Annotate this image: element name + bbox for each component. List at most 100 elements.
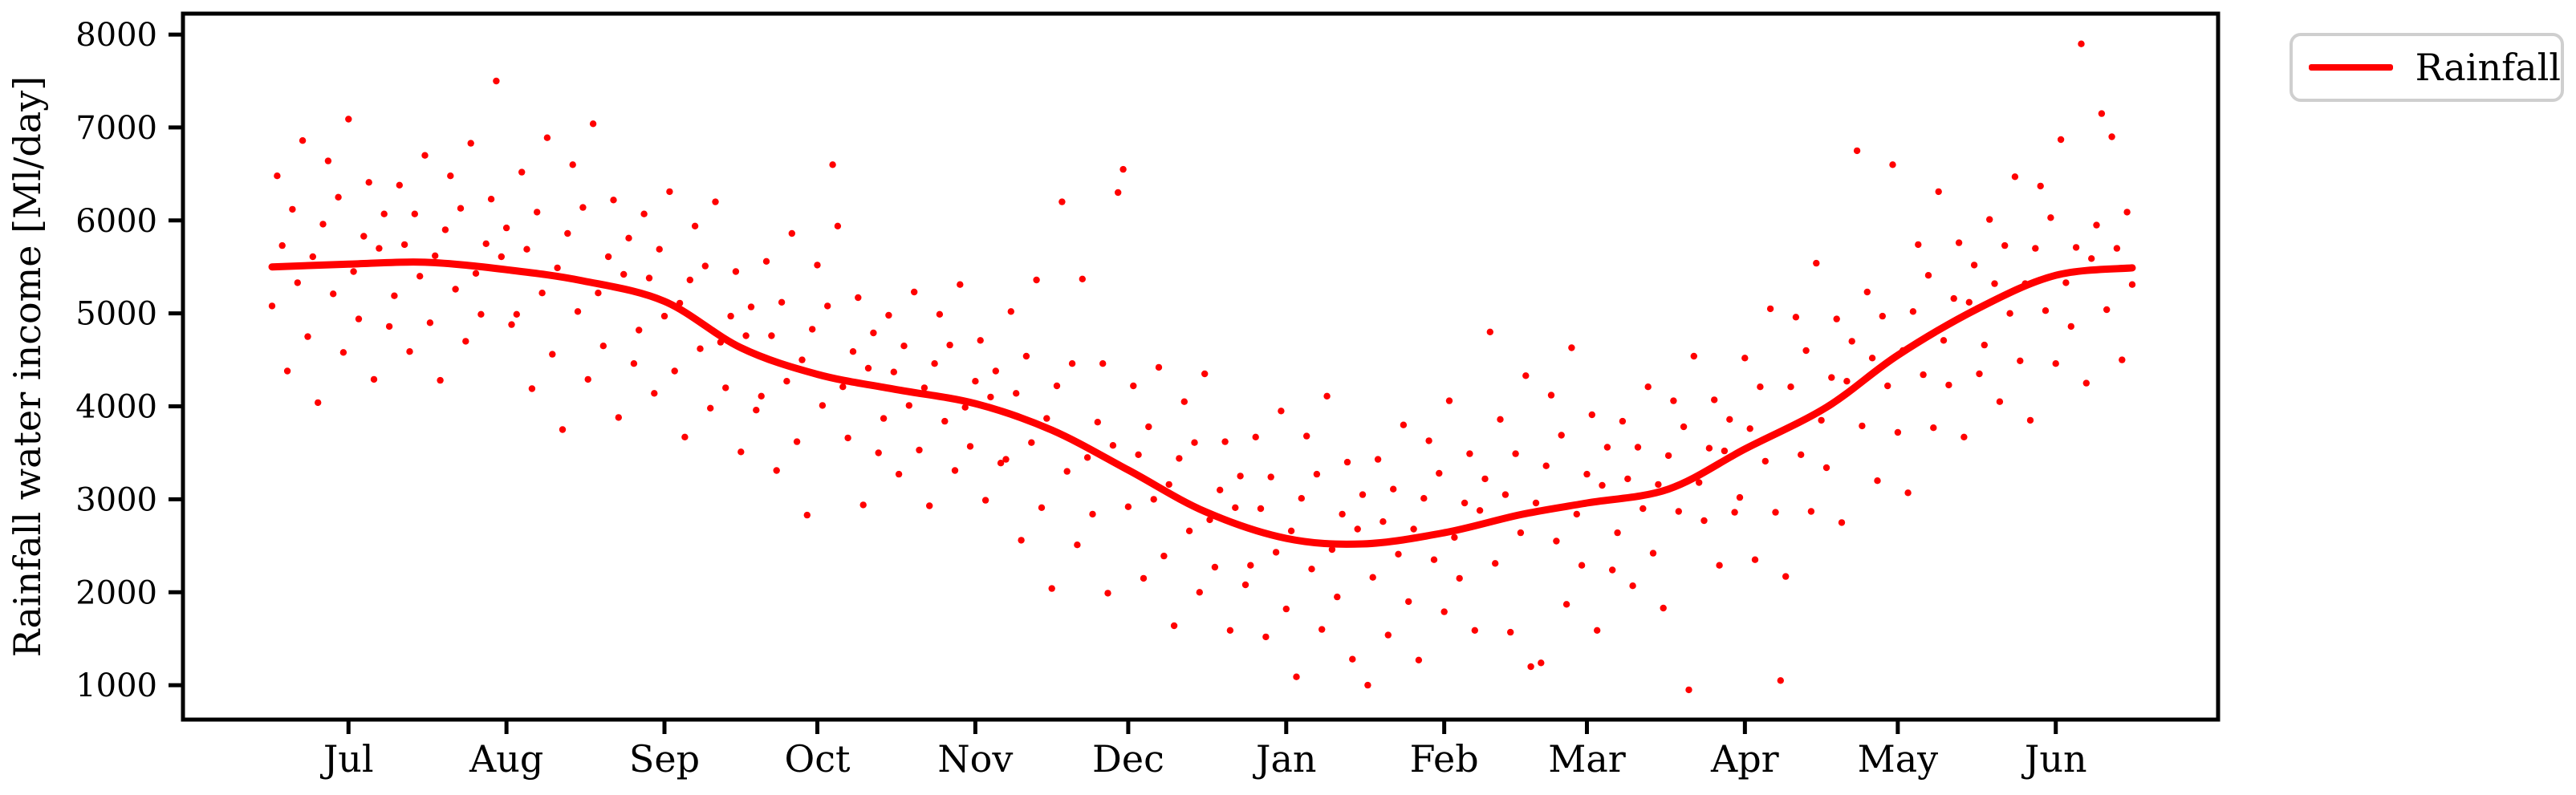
- scatter-point: [880, 415, 888, 422]
- scatter-point: [538, 290, 546, 297]
- scatter-point: [712, 198, 719, 205]
- scatter-point: [1507, 628, 1514, 636]
- scatter-point: [890, 368, 898, 375]
- scatter-point: [1074, 541, 1081, 549]
- scatter-point: [1532, 499, 1540, 507]
- scatter-point: [742, 332, 750, 339]
- scatter-point: [2128, 281, 2136, 288]
- scatter-point: [2062, 279, 2070, 286]
- scatter-point: [1818, 416, 1825, 424]
- scatter-point: [528, 385, 536, 392]
- scatter-point: [926, 502, 933, 509]
- scatter-point: [462, 338, 469, 345]
- scatter-point: [1843, 378, 1851, 385]
- scatter-point: [304, 333, 311, 340]
- y-tick-label: 7000: [75, 110, 157, 147]
- scatter-point: [1196, 589, 1204, 596]
- scatter-point: [1374, 456, 1382, 463]
- scatter-point: [1018, 537, 1025, 544]
- scatter-point: [701, 262, 709, 270]
- scatter-point: [793, 438, 801, 445]
- scatter-point: [1339, 510, 1346, 518]
- scatter-point: [1135, 451, 1142, 458]
- scatter-point: [1664, 452, 1672, 460]
- scatter-point: [584, 375, 591, 383]
- scatter-point: [1053, 382, 1061, 390]
- scatter-point: [849, 348, 857, 355]
- x-tick-label: Jul: [320, 737, 374, 781]
- scatter-point: [339, 349, 347, 356]
- scatter-point: [1955, 239, 1963, 246]
- legend-label: Rainfall: [2415, 46, 2561, 89]
- x-tick-label: Jan: [1253, 737, 1317, 781]
- scatter-point: [1782, 573, 1790, 580]
- scatter-point: [1379, 518, 1387, 525]
- scatter-point: [467, 140, 474, 147]
- scatter-point: [844, 434, 851, 442]
- scatter-point: [1588, 411, 1596, 419]
- scatter-point: [437, 376, 444, 384]
- scatter-point: [1772, 509, 1779, 516]
- scatter-point: [1028, 439, 1035, 446]
- scatter-point: [1924, 272, 1932, 279]
- scatter-point: [2078, 40, 2085, 47]
- scatter-point: [778, 298, 786, 306]
- scatter-point: [1777, 677, 1784, 684]
- scatter-point: [2072, 244, 2080, 251]
- scatter-point: [574, 308, 582, 315]
- scatter-point: [2037, 182, 2044, 190]
- scatter-point: [957, 281, 964, 288]
- scatter-point: [559, 426, 567, 433]
- y-tick-label: 5000: [75, 296, 157, 333]
- scatter-point: [1751, 556, 1759, 563]
- scatter-point: [1420, 495, 1428, 502]
- scatter-point: [1211, 563, 1219, 571]
- scatter-point: [1986, 216, 1993, 223]
- scatter-point: [1685, 686, 1692, 694]
- y-tick-label: 4000: [75, 389, 157, 426]
- scatter-point: [1639, 505, 1647, 513]
- scatter-point: [376, 245, 383, 252]
- scatter-point: [355, 315, 363, 322]
- scatter-point: [599, 343, 607, 350]
- scatter-point: [335, 193, 342, 201]
- scatter-point: [1038, 504, 1046, 511]
- scatter-point: [640, 210, 648, 217]
- scatter-point: [1262, 633, 1270, 641]
- scatter-point: [487, 196, 495, 203]
- scatter-point: [1594, 627, 1601, 634]
- scatter-point: [432, 252, 439, 259]
- scatter-point: [1644, 383, 1652, 391]
- scatter-point: [762, 258, 770, 265]
- scatter-point: [1492, 560, 1499, 567]
- scatter-point: [1624, 475, 1631, 483]
- scatter-point: [1766, 305, 1774, 313]
- scatter-point: [1711, 396, 1718, 404]
- scatter-point: [722, 384, 729, 391]
- scatter-point: [1405, 598, 1412, 606]
- scatter-point: [1293, 673, 1300, 680]
- scatter-point: [1700, 517, 1708, 525]
- scatter-point: [1048, 585, 1055, 592]
- scatter-point: [636, 327, 643, 334]
- scatter-point: [1170, 622, 1178, 630]
- scatter-point: [2103, 306, 2111, 314]
- scatter-point: [1237, 473, 1244, 480]
- scatter-point: [1272, 549, 1280, 556]
- scatter-point: [666, 188, 673, 196]
- scatter-point: [2011, 173, 2019, 180]
- scatter-point: [1094, 419, 1102, 426]
- scatter-point: [814, 262, 821, 269]
- scatter-point: [1746, 425, 1753, 432]
- scatter-point: [1140, 574, 1148, 582]
- scatter-point: [1680, 423, 1688, 431]
- scatter-point: [1798, 451, 1805, 458]
- scatter-point: [630, 360, 638, 367]
- scatter-point: [1445, 397, 1453, 404]
- scatter-point: [441, 226, 449, 233]
- x-tick-label: May: [1858, 737, 1939, 781]
- scatter-point: [656, 245, 663, 253]
- scatter-point: [855, 294, 862, 302]
